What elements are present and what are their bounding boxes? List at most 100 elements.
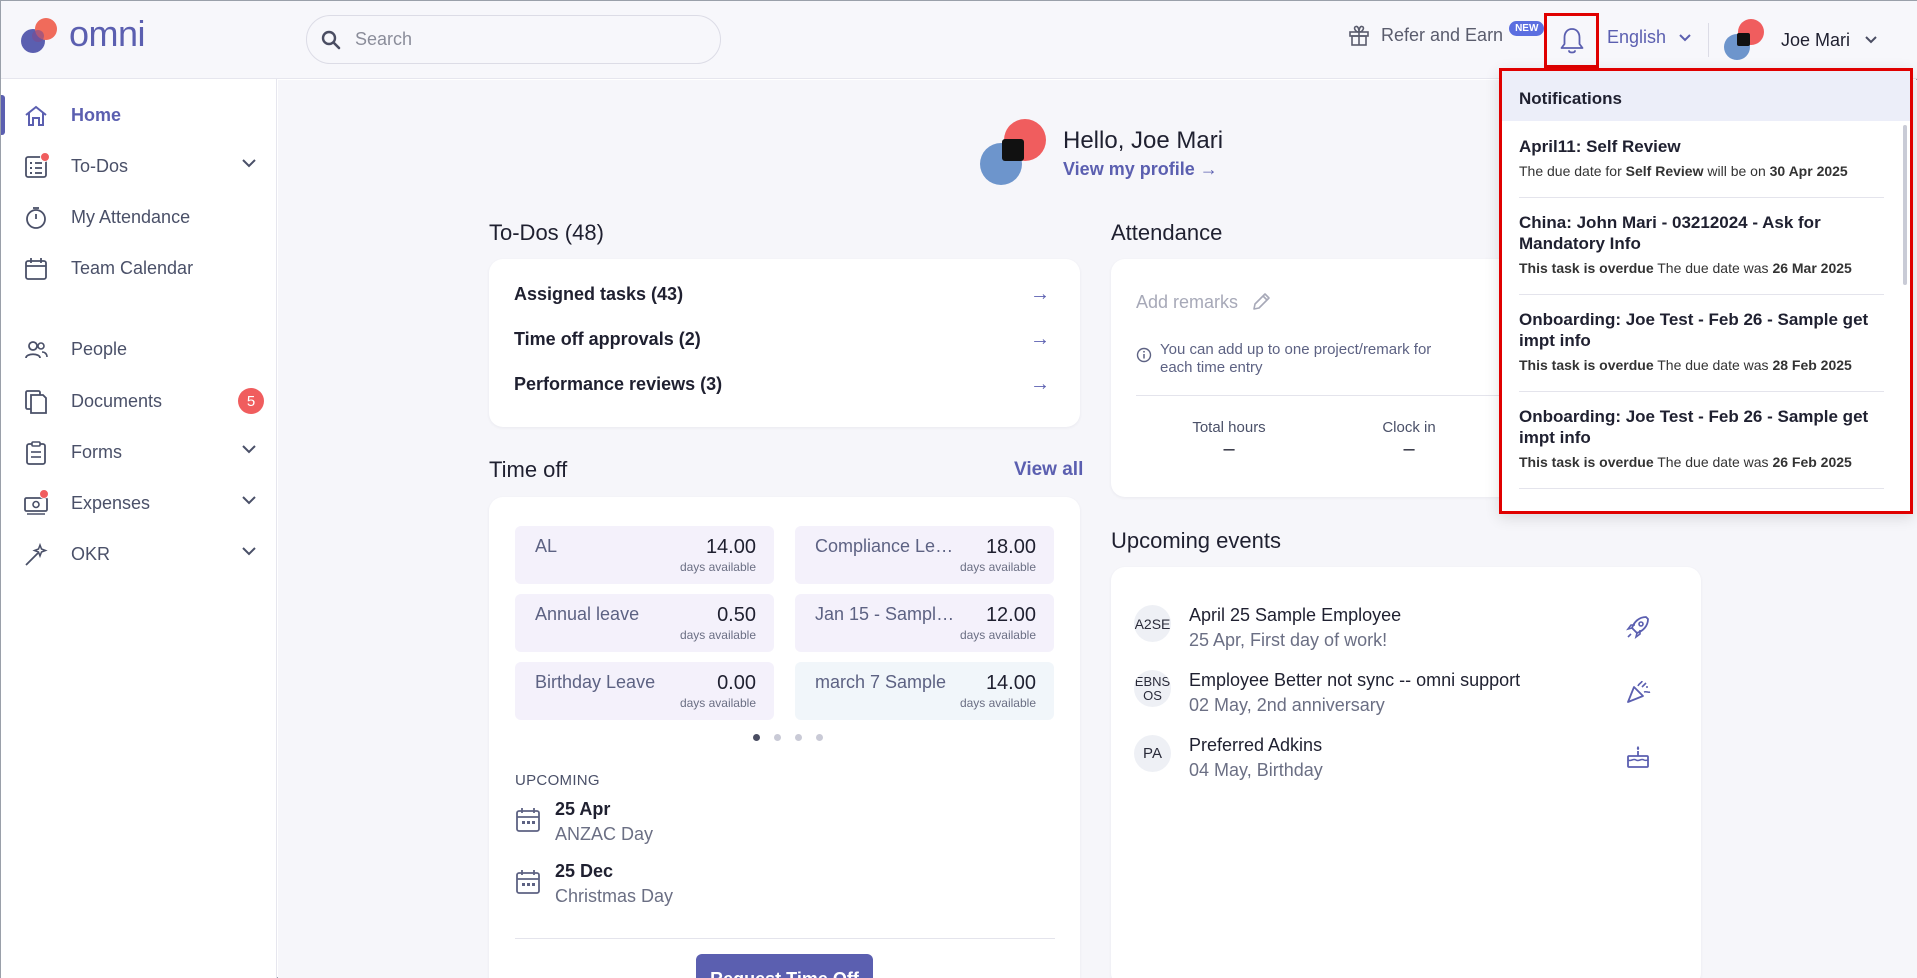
sidebar-item-label: Documents xyxy=(71,390,163,411)
sidebar-item-label: My Attendance xyxy=(71,206,191,227)
search-icon xyxy=(321,30,341,49)
event-item[interactable]: A2SE April 25 Sample Employee 25 Apr, Fi… xyxy=(1134,605,1401,651)
sidebar-item-label: Team Calendar xyxy=(71,257,194,278)
request-time-off-button[interactable]: Request Time Off xyxy=(696,954,873,978)
event-item[interactable]: PA Preferred Adkins 04 May, Birthday xyxy=(1134,735,1323,781)
leave-unit: days available xyxy=(959,628,1036,642)
notification-body: This task is overdue The due date was 26… xyxy=(1519,260,1884,276)
carousel-dot[interactable] xyxy=(753,734,760,741)
todos-card: Assigned tasks (43) → Time off approvals… xyxy=(489,259,1080,427)
expenses-alert-dot xyxy=(39,489,49,499)
timeoff-view-all-link[interactable]: View all xyxy=(1014,459,1084,480)
top-bar: omni Refer and Earn NEW English xyxy=(1,1,1917,79)
notification-date: 26 Feb 2025 xyxy=(1772,454,1852,470)
clock-in-label: Clock in xyxy=(1382,419,1436,436)
notification-title: Onboarding: Joe Test - Feb 26 - Sample g… xyxy=(1519,310,1869,350)
leave-tile[interactable]: Compliance Leave 18.00 days available xyxy=(795,526,1054,584)
carousel-dot[interactable] xyxy=(795,734,802,741)
event-item[interactable]: EBNS OS Employee Better not sync -- omni… xyxy=(1134,670,1520,716)
notification-title: April11: Self Review xyxy=(1519,137,1681,156)
notifications-bell-button[interactable] xyxy=(1544,13,1599,68)
notification-text: The due date for xyxy=(1519,163,1626,179)
leave-tile[interactable]: march 7 Sample 14.00 days available xyxy=(795,662,1054,720)
holiday-date: 25 Apr xyxy=(555,799,611,819)
view-profile-link[interactable]: View my profile → xyxy=(1063,158,1218,179)
user-menu[interactable]: Joe Mari xyxy=(1721,17,1878,63)
chevron-down-icon[interactable] xyxy=(241,495,257,505)
header-divider xyxy=(1708,23,1709,57)
chevron-down-icon[interactable] xyxy=(241,444,257,454)
notification-emphasis: This task is overdue xyxy=(1519,454,1654,470)
refer-and-earn-link[interactable]: Refer and Earn NEW xyxy=(1347,20,1545,47)
avatar xyxy=(1724,19,1764,60)
sidebar-item-okr[interactable]: OKR xyxy=(1,530,277,578)
carousel-dot[interactable] xyxy=(816,734,823,741)
todo-row-time-off-approvals[interactable]: Time off approvals (2) → xyxy=(514,328,1050,351)
add-remarks-placeholder: Add remarks xyxy=(1136,291,1239,312)
chevron-down-icon[interactable] xyxy=(241,546,257,556)
todo-row-performance-reviews[interactable]: Performance reviews (3) → xyxy=(514,373,1050,396)
avatar xyxy=(980,119,1046,185)
leave-tile[interactable]: Birthday Leave 0.00 days available xyxy=(515,662,774,720)
chevron-down-icon xyxy=(1865,36,1877,44)
sidebar-item-home[interactable]: Home xyxy=(1,91,277,139)
new-badge: NEW xyxy=(1509,20,1545,36)
sidebar-item-expenses[interactable]: Expenses xyxy=(1,479,277,527)
checklist-icon xyxy=(25,156,47,178)
language-selector[interactable]: English xyxy=(1607,27,1692,48)
leave-tile[interactable]: Annual leave 0.50 days available xyxy=(515,594,774,652)
greeting: Hello, Joe Mari View my profile → xyxy=(979,118,1223,188)
leave-name: AL xyxy=(535,536,558,556)
omni-logo[interactable]: omni xyxy=(19,13,146,57)
sidebar-item-people[interactable]: People xyxy=(1,325,277,373)
leave-tile[interactable]: AL 14.00 days available xyxy=(515,526,774,584)
add-remarks-field[interactable]: Add remarks xyxy=(1136,291,1272,313)
notifications-scrollbar[interactable] xyxy=(1903,125,1907,285)
leave-unit: days available xyxy=(679,696,756,710)
timeoff-title: Time off xyxy=(489,457,568,482)
holiday-item: 25 Apr ANZAC Day xyxy=(515,799,653,845)
calendar-icon xyxy=(25,258,47,280)
notification-item[interactable]: Onboarding: Joe Test - Feb 26 - Sample g… xyxy=(1519,309,1884,392)
carousel-dot[interactable] xyxy=(774,734,781,741)
leave-name: march 7 Sample xyxy=(815,672,947,692)
notification-body: This task is overdue The due date was 28… xyxy=(1519,357,1884,373)
leave-value: 14.00 xyxy=(705,536,756,558)
logo-mark-icon xyxy=(21,18,57,53)
holiday-date: 25 Dec xyxy=(555,861,614,881)
party-popper-icon xyxy=(1627,680,1651,703)
notification-item[interactable]: April11: Self Review The due date for Se… xyxy=(1519,136,1884,198)
event-name: April 25 Sample Employee xyxy=(1189,605,1402,625)
event-name: Preferred Adkins xyxy=(1189,735,1323,755)
todo-row-assigned[interactable]: Assigned tasks (43) → xyxy=(514,283,1050,306)
sidebar-item-documents[interactable]: Documents 5 xyxy=(1,377,277,425)
attendance-info: You can add up to one project/remark for… xyxy=(1136,341,1446,377)
notifications-title: Notifications xyxy=(1502,71,1910,121)
sidebar-item-todos[interactable]: To-Dos xyxy=(1,142,277,190)
sidebar-item-my-attendance[interactable]: My Attendance xyxy=(1,193,277,241)
event-detail: 25 Apr, First day of work! xyxy=(1189,630,1388,650)
greeting-title: Hello, Joe Mari xyxy=(1063,126,1224,154)
leave-unit: days available xyxy=(959,560,1036,574)
sidebar-item-label: To-Dos xyxy=(71,155,129,176)
sidebar-item-forms[interactable]: Forms xyxy=(1,428,277,476)
clipboard-icon xyxy=(26,441,46,465)
notification-text: The due date was xyxy=(1653,357,1773,373)
leave-unit: days available xyxy=(959,696,1036,710)
sidebar-item-label: OKR xyxy=(71,543,111,564)
holiday-name: Christmas Day xyxy=(555,886,674,906)
leave-tile[interactable]: Jan 15 - Sample ... 12.00 days available xyxy=(795,594,1054,652)
total-hours-label: Total hours xyxy=(1192,419,1266,436)
notification-item[interactable]: Onboarding: Joe Test - Feb 26 - Sample g… xyxy=(1519,406,1884,489)
language-label: English xyxy=(1607,27,1667,47)
stopwatch-icon xyxy=(26,207,46,229)
sidebar-item-team-calendar[interactable]: Team Calendar xyxy=(1,244,277,292)
gift-icon xyxy=(1349,25,1369,46)
search-input[interactable] xyxy=(355,29,675,50)
calendar-icon xyxy=(516,808,540,832)
events-title: Upcoming events xyxy=(1111,528,1281,553)
search-bar[interactable] xyxy=(306,15,721,64)
notification-item[interactable]: China: John Mari - 03212024 - Ask for Ma… xyxy=(1519,212,1884,295)
chevron-down-icon[interactable] xyxy=(241,158,257,168)
event-detail: 02 May, 2nd anniversary xyxy=(1189,695,1385,715)
